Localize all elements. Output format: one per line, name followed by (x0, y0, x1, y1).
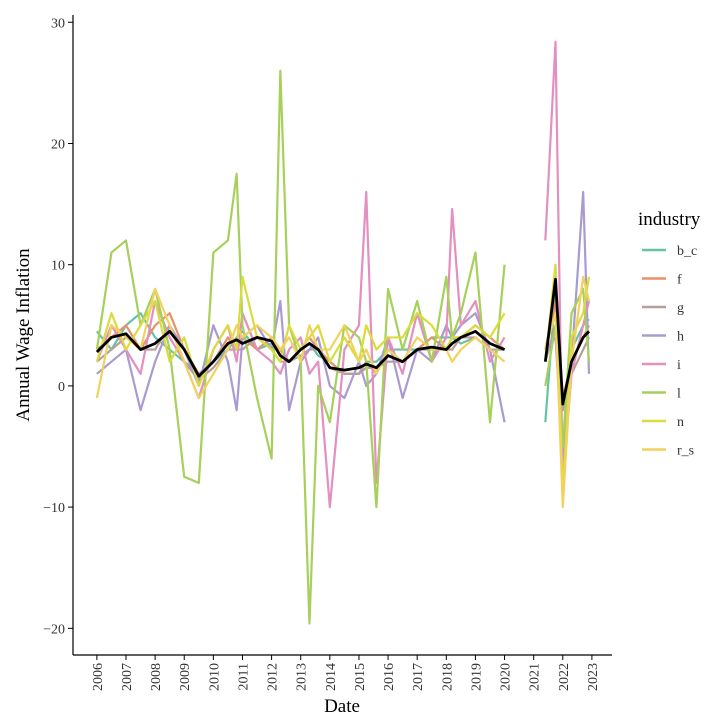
x-axis-title: Date (324, 696, 360, 717)
legend-label: f (677, 273, 682, 288)
x-tick-label: 2018 (440, 663, 455, 691)
plot-area (95, 40, 591, 625)
legend-label: r_s (677, 444, 694, 459)
legend-label: h (677, 330, 684, 345)
legend-label: n (677, 415, 684, 430)
y-tick-label: 30 (51, 16, 65, 31)
legend-label: g (677, 301, 684, 316)
legend-label: i (677, 358, 681, 373)
x-tick-label: 2010 (207, 663, 222, 691)
y-axis-title: Annual Wage Inflation (13, 248, 34, 422)
y-tick-label: 20 (51, 137, 65, 152)
x-tick-label: 2011 (236, 663, 251, 690)
x-tick-label: 2009 (178, 663, 193, 691)
y-tick-label: 10 (51, 259, 65, 274)
mean-line (95, 277, 591, 406)
x-tick-label: 2013 (295, 663, 310, 691)
x-tick-label: 2008 (149, 663, 164, 691)
x-tick-label: 2016 (382, 663, 397, 691)
x-tick-label: 2019 (469, 663, 484, 691)
x-tick-label: 2012 (266, 663, 281, 691)
x-tick-label: 2006 (91, 663, 106, 691)
legend-label: b_c (677, 244, 697, 259)
y-tick-label: 0 (58, 380, 65, 395)
x-tick-label: 2017 (411, 663, 426, 691)
y-tick-label: −10 (43, 501, 65, 516)
x-tick-label: 2014 (324, 663, 339, 691)
x-tick-label: 2007 (120, 663, 135, 691)
x-tick-label: 2022 (557, 663, 572, 691)
x-tick-label: 2020 (499, 663, 514, 691)
y-tick-label: −20 (43, 622, 65, 637)
x-tick-label: 2015 (353, 663, 368, 691)
x-tick-label: 2021 (528, 663, 543, 691)
legend-label: l (677, 387, 681, 402)
legend-title: industry (638, 209, 701, 230)
x-tick-label: 2023 (586, 663, 601, 691)
